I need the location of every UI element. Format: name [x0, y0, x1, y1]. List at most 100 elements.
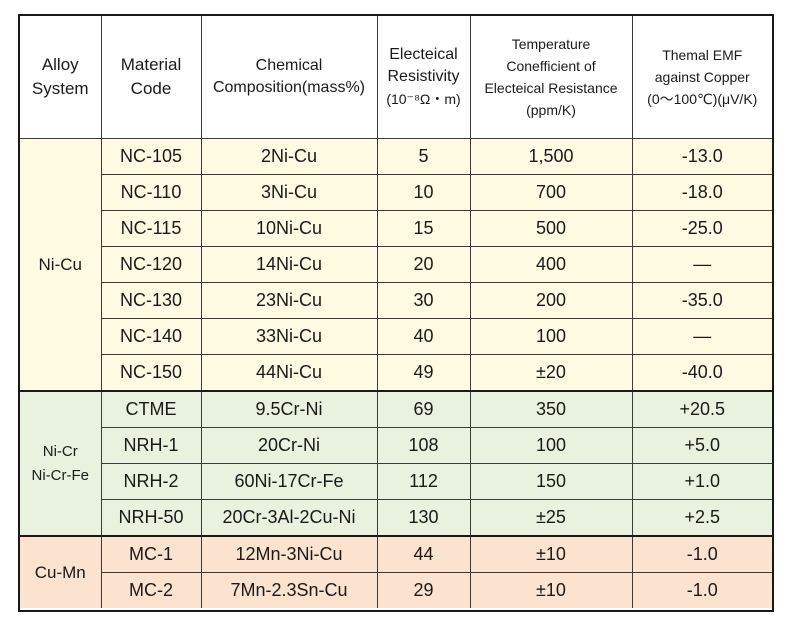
- tcr-cell: 200: [469, 282, 633, 319]
- table-row: NRH-2 60Ni-17Cr-Fe 112 150 +1.0: [20, 463, 772, 500]
- emf-cell: -40.0: [631, 354, 772, 392]
- emf-cell: +20.5: [631, 390, 772, 428]
- resistivity-cell: 10: [376, 174, 471, 211]
- emf-cell: —: [631, 246, 772, 283]
- composition-cell: 44Ni-Cu: [200, 354, 378, 392]
- material-code-cell: CTME: [100, 390, 202, 428]
- alloy-system-cell: Ni-Cu: [20, 138, 102, 392]
- composition-cell: 20Cr-Ni: [200, 427, 378, 464]
- emf-cell: -1.0: [631, 535, 772, 573]
- composition-cell: 20Cr-3Al-2Cu-Ni: [200, 499, 378, 537]
- header-composition-line2: Composition(mass%): [212, 79, 366, 96]
- header-alloy-system-line2: System: [31, 79, 89, 98]
- header-emf-line1: Themal EMF: [662, 47, 743, 63]
- composition-cell: 12Mn-3Ni-Cu: [200, 535, 378, 573]
- resistivity-cell: 108: [376, 427, 471, 464]
- resistivity-cell: 49: [376, 354, 471, 392]
- header-emf-line2: against Copper: [654, 69, 750, 85]
- material-code-cell: NC-105: [100, 138, 202, 175]
- table-row: Cu-Mn MC-1 12Mn-3Ni-Cu 44 ±10 -1.0: [20, 535, 772, 608]
- header-resistivity-line1: Electeical: [389, 46, 458, 63]
- resistivity-cell: 69: [376, 390, 471, 428]
- material-code-cell: NRH-50: [100, 499, 202, 537]
- composition-cell: 9.5Cr-Ni: [200, 390, 378, 428]
- header-resistivity-line2: Resistivity: [387, 68, 460, 85]
- table-row: NRH-50 20Cr-3Al-2Cu-Ni 130 ±25 +2.5: [20, 499, 772, 537]
- resistivity-cell: 130: [376, 499, 471, 537]
- emf-cell: -35.0: [631, 282, 772, 319]
- composition-cell: 2Ni-Cu: [200, 138, 378, 175]
- material-code-cell: NRH-1: [100, 427, 202, 464]
- header-emf-line3: (0～100℃)(μV/K): [647, 91, 758, 107]
- emf-cell: —: [631, 318, 772, 355]
- material-code-cell: MC-2: [100, 572, 202, 608]
- header-tcr-line1: Temperature: [511, 36, 591, 52]
- alloy-system-label: Ni-Cr-Fe: [31, 466, 90, 484]
- header-alloy-system: Alloy System: [20, 16, 102, 139]
- material-code-cell: NC-110: [100, 174, 202, 211]
- emf-cell: +2.5: [631, 499, 772, 537]
- composition-cell: 3Ni-Cu: [200, 174, 378, 211]
- header-chemical-composition: Chemical Composition(mass%): [200, 16, 378, 139]
- header-thermal-emf: Themal EMF against Copper (0～100℃)(μV/K): [631, 16, 772, 139]
- resistivity-cell: 112: [376, 463, 471, 500]
- material-code-cell: NC-120: [100, 246, 202, 283]
- alloy-system-cell: Ni-Cr Ni-Cr-Fe: [20, 390, 102, 537]
- header-alloy-system-line1: Alloy: [41, 55, 79, 74]
- resistivity-cell: 44: [376, 535, 471, 573]
- material-code-cell: NC-115: [100, 210, 202, 247]
- table-row: NC-130 23Ni-Cu 30 200 -35.0: [20, 282, 772, 319]
- resistivity-cell: 5: [376, 138, 471, 175]
- material-code-cell: NC-130: [100, 282, 202, 319]
- header-material-code: Material Code: [100, 16, 202, 139]
- emf-cell: +5.0: [631, 427, 772, 464]
- table-row: Ni-Cu NC-105 2Ni-Cu 5 1,500 -13.0: [20, 138, 772, 392]
- tcr-cell: 150: [469, 463, 633, 500]
- tcr-cell: ±10: [469, 535, 633, 573]
- resistivity-cell: 29: [376, 572, 471, 608]
- table-row: NC-110 3Ni-Cu 10 700 -18.0: [20, 174, 772, 211]
- resistivity-cell: 30: [376, 282, 471, 319]
- material-code-cell: NC-150: [100, 354, 202, 392]
- header-material-code-line1: Material: [120, 55, 182, 74]
- material-code-cell: NRH-2: [100, 463, 202, 500]
- composition-cell: 7Mn-2.3Sn-Cu: [200, 572, 378, 608]
- emf-cell: -1.0: [631, 572, 772, 608]
- header-row: Alloy System Material Code Chemical Comp…: [20, 16, 772, 139]
- emf-cell: -18.0: [631, 174, 772, 211]
- composition-cell: 14Ni-Cu: [200, 246, 378, 283]
- material-code-cell: NC-140: [100, 318, 202, 355]
- alloy-table-frame: Alloy System Material Code Chemical Comp…: [18, 14, 774, 612]
- composition-cell: 23Ni-Cu: [200, 282, 378, 319]
- header-resistivity: Electeical Resistivity (10⁻⁸Ω・m): [376, 16, 471, 139]
- tcr-cell: ±25: [469, 499, 633, 537]
- table-row: Ni-Cr Ni-Cr-Fe CTME 9.5Cr-Ni 69 350 +20.5: [20, 390, 772, 537]
- tcr-cell: 500: [469, 210, 633, 247]
- tcr-cell: ±10: [469, 572, 633, 608]
- alloy-system-label: Ni-Cr: [42, 442, 78, 460]
- table-body: Ni-Cu NC-105 2Ni-Cu 5 1,500 -13.0 NC-110 3Ni-Cu…: [20, 138, 772, 608]
- table-row: NRH-1 20Cr-Ni 108 100 +5.0: [20, 427, 772, 464]
- table-row: NC-150 44Ni-Cu 49 ±20 -40.0: [20, 354, 772, 392]
- material-code-cell: MC-1: [100, 535, 202, 573]
- header-resistivity-line3: (10⁻⁸Ω・m): [386, 91, 461, 107]
- resistivity-cell: 15: [376, 210, 471, 247]
- header-tcr-line2: Conefficient of: [506, 58, 596, 74]
- alloy-system-label: Cu-Mn: [34, 562, 86, 582]
- table-row: MC-2 7Mn-2.3Sn-Cu 29 ±10 -1.0: [20, 572, 772, 608]
- tcr-cell: ±20: [469, 354, 633, 392]
- alloy-system-label: Ni-Cu: [38, 254, 82, 274]
- table-row: NC-120 14Ni-Cu 20 400—: [20, 246, 772, 283]
- resistivity-cell: 40: [376, 318, 471, 355]
- tcr-cell: 400: [469, 246, 633, 283]
- tcr-cell: 700: [469, 174, 633, 211]
- table-row: NC-115 10Ni-Cu 15 500 -25.0: [20, 210, 772, 247]
- alloy-system-cell: Cu-Mn: [20, 535, 102, 608]
- tcr-cell: 100: [469, 318, 633, 355]
- header-tcr-line4: (ppm/K): [526, 102, 576, 118]
- composition-cell: 10Ni-Cu: [200, 210, 378, 247]
- header-composition-line1: Chemical: [255, 57, 323, 74]
- emf-cell: -13.0: [631, 138, 772, 175]
- emf-cell: -25.0: [631, 210, 772, 247]
- tcr-cell: 1,500: [469, 138, 633, 175]
